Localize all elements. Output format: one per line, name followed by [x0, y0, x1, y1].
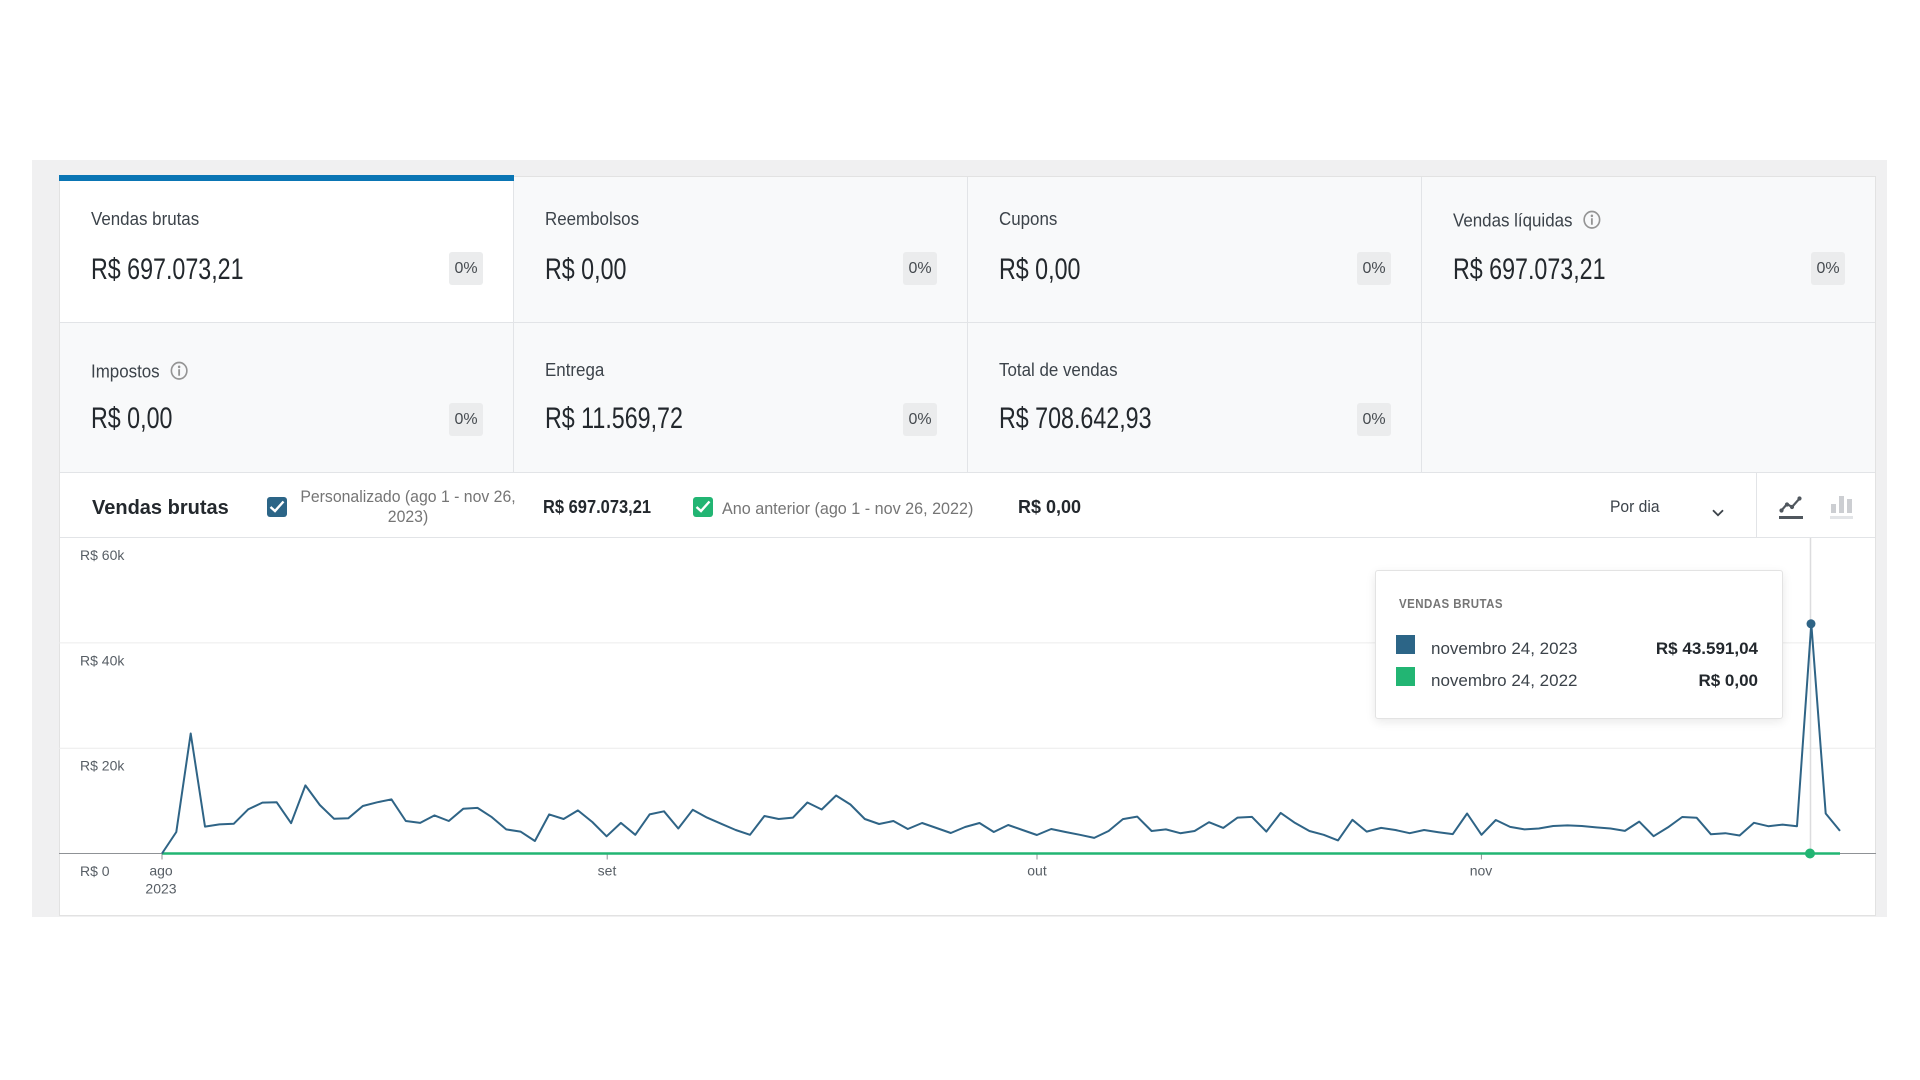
svg-text:R$ 60k: R$ 60k	[80, 547, 125, 563]
svg-text:R$ 20k: R$ 20k	[80, 758, 125, 774]
svg-text:R$ 0: R$ 0	[80, 863, 110, 879]
svg-text:ago: ago	[149, 863, 173, 879]
svg-text:nov: nov	[1470, 863, 1493, 879]
svg-text:2023: 2023	[145, 881, 176, 897]
svg-text:out: out	[1027, 863, 1047, 879]
svg-text:R$ 40k: R$ 40k	[80, 652, 125, 668]
svg-text:set: set	[598, 863, 617, 879]
